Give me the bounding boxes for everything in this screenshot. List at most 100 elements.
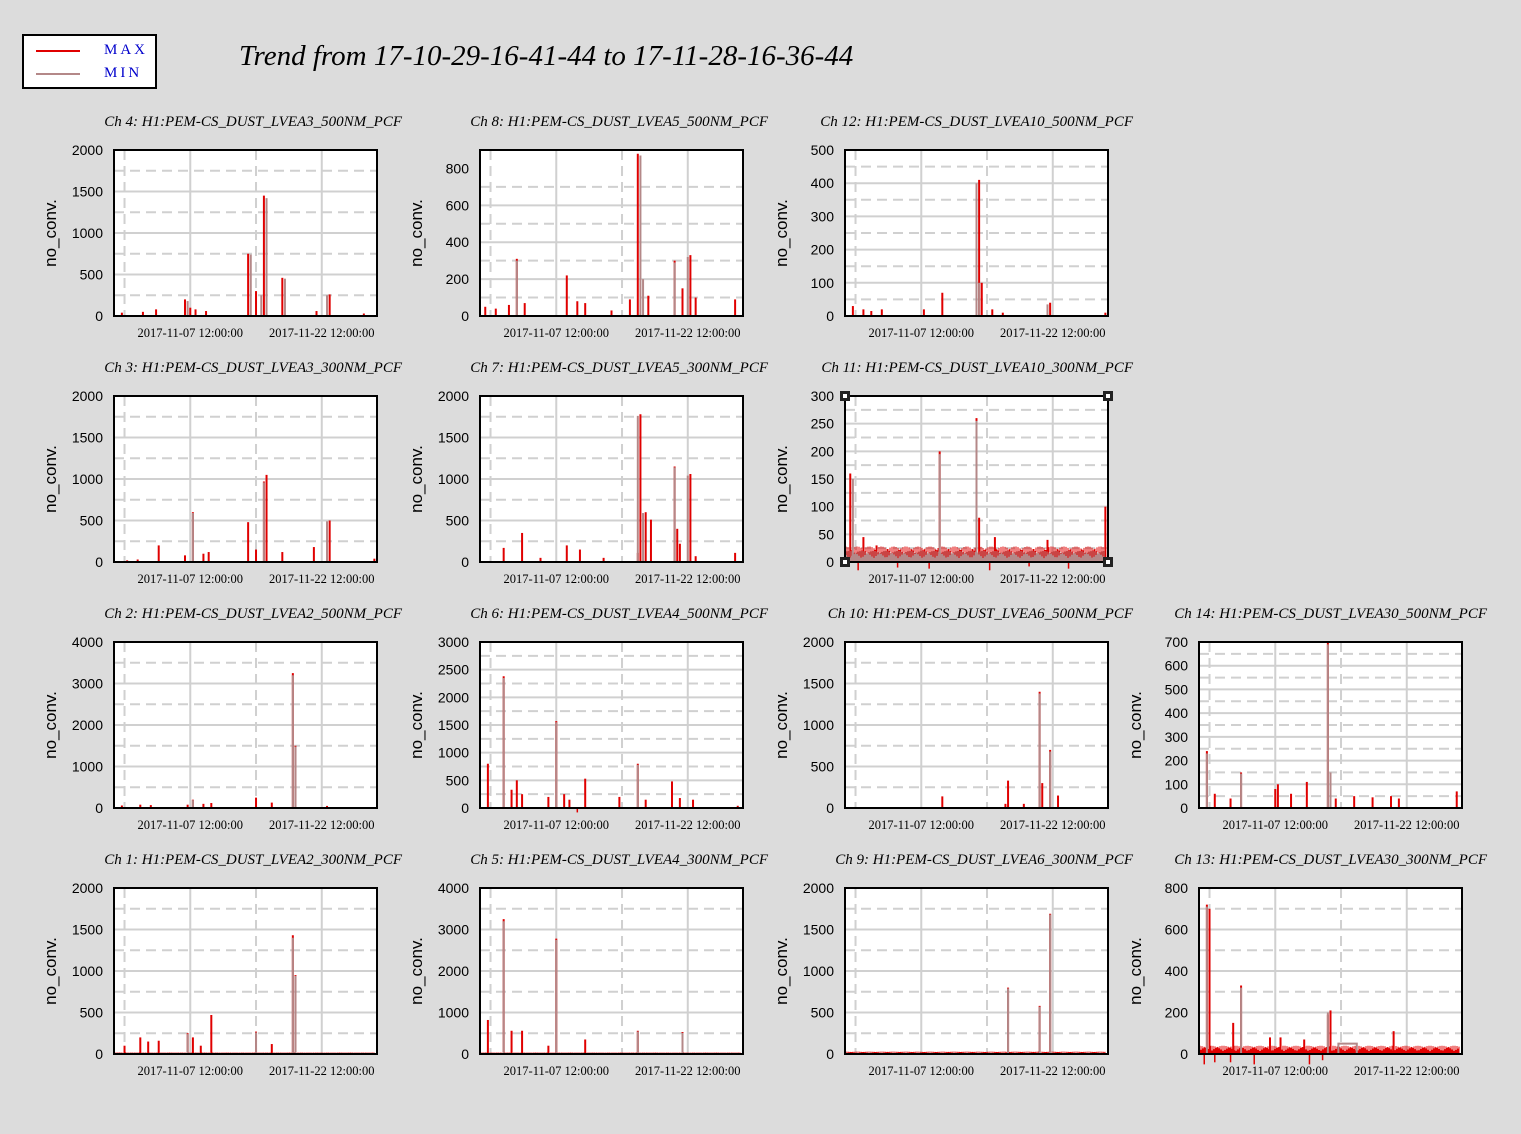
chart-title: Ch 1: H1:PEM-CS_DUST_LVEA2_300NM_PCF (104, 852, 403, 868)
y-tick-label: 1000 (72, 471, 103, 487)
y-tick-label: 1500 (72, 430, 103, 446)
legend-label-min: MIN (104, 65, 143, 81)
y-tick-label: 0 (95, 554, 103, 570)
y-tick-label: 200 (1165, 753, 1189, 769)
chart-title: Ch 4: H1:PEM-CS_DUST_LVEA3_500NM_PCF (104, 114, 403, 130)
x-tick-label: 2017-11-22 12:00:00 (1000, 1064, 1105, 1078)
y-tick-label: 0 (826, 554, 834, 570)
chart-title: Ch 6: H1:PEM-CS_DUST_LVEA4_500NM_PCF (470, 606, 769, 622)
series-min (186, 198, 329, 316)
series-min (1205, 906, 1358, 1054)
chart-9[interactable]: Ch 10: H1:PEM-CS_DUST_LVEA6_500NM_PCF 0 50… (772, 606, 1134, 832)
y-tick-label: 500 (446, 513, 470, 529)
plot-frame (844, 149, 1109, 317)
y-tick-label: 3000 (438, 922, 469, 938)
y-axis-label: no_conv. (407, 445, 426, 513)
chart-4[interactable]: Ch 3: H1:PEM-CS_DUST_LVEA3_300NM_PCF 0 500… (41, 360, 403, 586)
chart-11[interactable]: Ch 1: H1:PEM-CS_DUST_LVEA2_300NM_PCF 0 500… (41, 852, 403, 1078)
y-tick-label: 1000 (438, 1005, 469, 1021)
y-axis-label: no_conv. (407, 691, 426, 759)
legend: MAX MIN (22, 34, 157, 89)
series-min (636, 415, 689, 562)
x-tick-label: 2017-11-07 12:00:00 (1223, 818, 1328, 832)
series-min (515, 155, 689, 316)
legend-item-min: MIN (36, 65, 156, 83)
chart-14[interactable]: Ch 13: H1:PEM-CS_DUST_LVEA30_300NM_PCF 0 2… (1126, 852, 1488, 1078)
y-tick-label: 1500 (438, 430, 469, 446)
y-tick-label: 1500 (438, 717, 469, 733)
chart-12[interactable]: Ch 5: H1:PEM-CS_DUST_LVEA4_300NM_PCF 0 100… (407, 852, 769, 1078)
selection-handle-inner (1106, 560, 1110, 564)
legend-label-max: MAX (104, 42, 149, 58)
series-min (1038, 693, 1052, 808)
y-tick-label: 0 (461, 800, 469, 816)
chart-13[interactable]: Ch 9: H1:PEM-CS_DUST_LVEA6_300NM_PCF 0 500… (772, 852, 1134, 1078)
y-tick-label: 2000 (438, 388, 469, 404)
chart-title: Ch 11: H1:PEM-CS_DUST_LVEA10_300NM_PCF (821, 360, 1133, 376)
chart-1[interactable]: Ch 4: H1:PEM-CS_DUST_LVEA3_500NM_PCF 0 500… (41, 114, 403, 340)
chart-10[interactable]: Ch 14: H1:PEM-CS_DUST_LVEA30_500NM_PCF 0 1… (1126, 606, 1488, 832)
plot-frame (479, 149, 744, 317)
series-min (844, 420, 1106, 562)
x-tick-label: 2017-11-22 12:00:00 (1354, 1064, 1459, 1078)
x-tick-label: 2017-11-22 12:00:00 (1000, 326, 1105, 340)
y-tick-label: 3000 (438, 634, 469, 650)
series-min (191, 482, 329, 562)
y-tick-label: 400 (1165, 963, 1189, 979)
x-tick-label: 2017-11-07 12:00:00 (138, 326, 243, 340)
chart-title: Ch 5: H1:PEM-CS_DUST_LVEA4_300NM_PCF (470, 852, 769, 868)
legend-item-max: MAX (36, 42, 156, 60)
plot-background (480, 150, 743, 316)
series-min (502, 921, 684, 1054)
plot-frame (844, 887, 1109, 1055)
chart-3[interactable]: Ch 12: H1:PEM-CS_DUST_LVEA10_500NM_PCF 0 1… (772, 114, 1134, 340)
y-tick-label: 600 (446, 197, 470, 213)
y-tick-label: 2000 (438, 689, 469, 705)
chart-7[interactable]: Ch 2: H1:PEM-CS_DUST_LVEA2_500NM_PCF 0 100… (41, 606, 403, 832)
x-tick-label: 2017-11-22 12:00:00 (269, 1064, 374, 1078)
y-tick-label: 0 (95, 800, 103, 816)
y-axis-label: no_conv. (407, 937, 426, 1005)
y-tick-label: 2000 (803, 880, 834, 896)
y-tick-label: 500 (811, 759, 835, 775)
y-tick-label: 1500 (803, 922, 834, 938)
series-min (191, 675, 297, 808)
y-axis-label: no_conv. (41, 199, 60, 267)
y-tick-label: 500 (446, 772, 470, 788)
x-tick-label: 2017-11-22 12:00:00 (1354, 818, 1459, 832)
y-axis-label: no_conv. (41, 937, 60, 1005)
y-tick-label: 300 (811, 388, 835, 404)
y-tick-label: 2000 (72, 388, 103, 404)
y-tick-label: 400 (446, 234, 470, 250)
legend-swatch-max (36, 50, 80, 52)
y-tick-label: 100 (1165, 776, 1189, 792)
chart-title: Ch 12: H1:PEM-CS_DUST_LVEA10_500NM_PCF (820, 114, 1134, 130)
y-tick-label: 100 (811, 275, 835, 291)
series-min (975, 183, 1049, 316)
x-tick-label: 2017-11-07 12:00:00 (138, 818, 243, 832)
x-tick-label: 2017-11-07 12:00:00 (504, 572, 609, 586)
chart-2[interactable]: Ch 8: H1:PEM-CS_DUST_LVEA5_500NM_PCF 0 200… (407, 114, 769, 340)
y-tick-label: 1000 (438, 745, 469, 761)
plateau-min (1337, 1042, 1358, 1054)
chart-6[interactable]: Ch 11: H1:PEM-CS_DUST_LVEA10_300NM_PCF 0 5… (772, 360, 1134, 586)
y-tick-label: 2000 (438, 963, 469, 979)
plot-frame (479, 395, 744, 563)
chart-title: Ch 8: H1:PEM-CS_DUST_LVEA5_500NM_PCF (470, 114, 769, 130)
y-tick-label: 0 (461, 1046, 469, 1062)
x-tick-label: 2017-11-22 12:00:00 (635, 1064, 740, 1078)
y-tick-label: 1000 (438, 471, 469, 487)
plot-frame (479, 887, 744, 1055)
y-tick-label: 200 (446, 271, 470, 287)
x-tick-label: 2017-11-22 12:00:00 (635, 326, 740, 340)
y-axis-label: no_conv. (41, 691, 60, 759)
x-tick-label: 2017-11-22 12:00:00 (269, 326, 374, 340)
series-min (1007, 914, 1052, 1054)
series-min (1205, 644, 1332, 808)
y-tick-label: 1000 (72, 759, 103, 775)
page-title: Trend from 17-10-29-16-41-44 to 17-11-28… (239, 40, 854, 72)
y-tick-label: 2000 (72, 717, 103, 733)
chart-5[interactable]: Ch 7: H1:PEM-CS_DUST_LVEA5_300NM_PCF 0 500… (407, 360, 769, 586)
chart-8[interactable]: Ch 6: H1:PEM-CS_DUST_LVEA4_500NM_PCF 0 500… (407, 606, 769, 832)
y-tick-label: 200 (1165, 1005, 1189, 1021)
